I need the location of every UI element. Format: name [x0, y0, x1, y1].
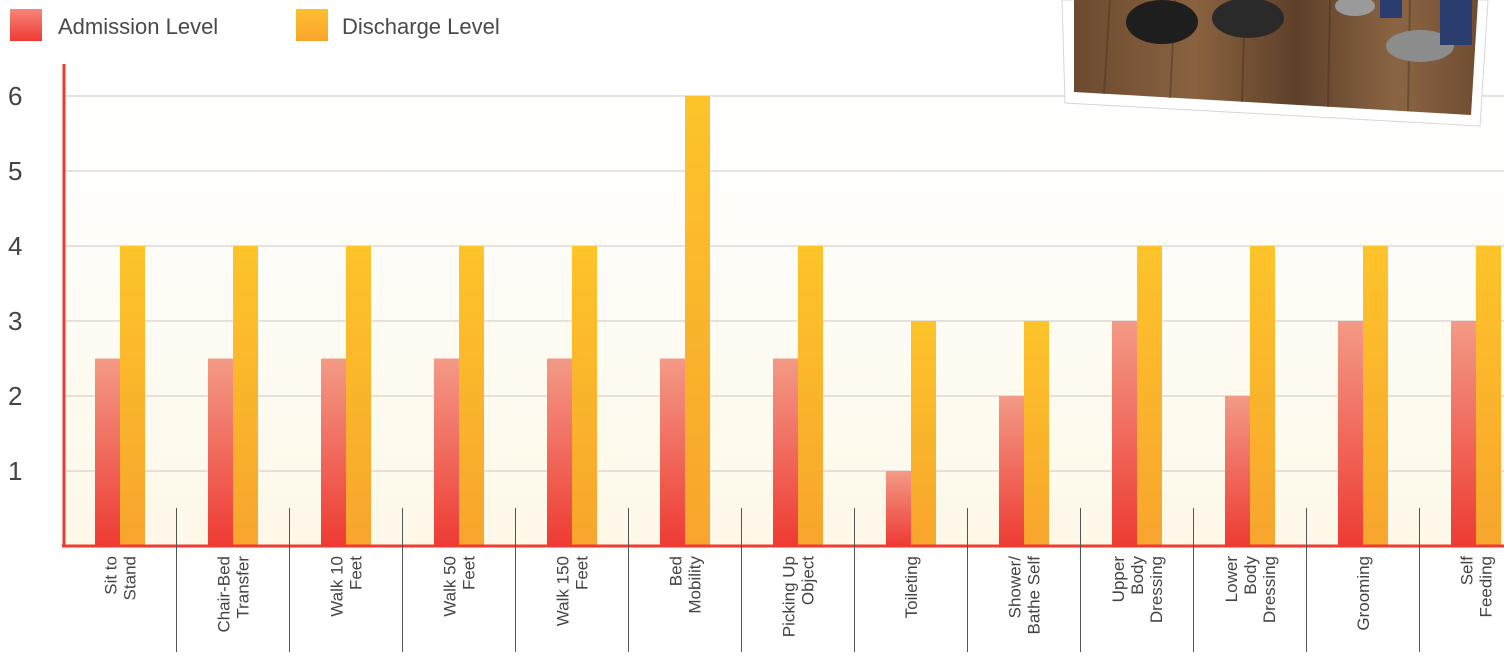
- bar-admission-6: [660, 358, 685, 546]
- category-label-2: Chair-Bed Transfer: [215, 556, 253, 633]
- bar-admission-8: [886, 471, 911, 546]
- y-tick-label-3: 3: [8, 306, 22, 336]
- category-label-2-line-2: Transfer: [234, 556, 253, 619]
- legend: Admission Level Discharge Level: [10, 9, 500, 41]
- category-label-1-line-1: Sit to: [102, 556, 121, 595]
- category-label-13-line-1: Self: [1458, 556, 1477, 586]
- bar-discharge-1: [120, 246, 145, 546]
- y-tick-label-1: 1: [8, 456, 22, 486]
- y-tick-label-5: 5: [8, 156, 22, 186]
- category-label-12-line-1: Grooming: [1354, 556, 1373, 631]
- bar-admission-5: [547, 358, 572, 546]
- category-label-8-line-1: Toileting: [902, 556, 921, 618]
- category-label-3-line-1: Walk 10: [328, 556, 347, 617]
- category-label-11: Lower Body Dressing: [1222, 556, 1279, 624]
- bar-discharge-9: [1024, 321, 1049, 546]
- bar-discharge-6: [685, 96, 710, 546]
- category-label-9-line-2: Bathe Self: [1025, 556, 1044, 635]
- bar-discharge-10: [1137, 246, 1162, 546]
- category-label-6: Bed Mobility: [667, 556, 705, 614]
- bar-discharge-8: [911, 321, 936, 546]
- legend-label-discharge: Discharge Level: [342, 14, 500, 39]
- category-label-13-line-2: Feeding: [1477, 556, 1496, 617]
- category-label-10-line-1: Upper: [1109, 556, 1128, 603]
- legend-swatch-admission: [10, 9, 42, 41]
- bar-admission-3: [321, 358, 346, 546]
- category-label-12: Grooming: [1354, 556, 1373, 631]
- legend-label-admission: Admission Level: [58, 14, 218, 39]
- category-label-10: Upper Body Dressing: [1109, 556, 1166, 624]
- bar-admission-10: [1112, 321, 1137, 546]
- bar-discharge-13: [1476, 246, 1501, 546]
- category-label-6-line-1: Bed: [667, 556, 686, 586]
- bar-admission-11: [1225, 396, 1250, 546]
- legend-swatch-discharge: [296, 9, 328, 41]
- category-label-7-line-2: Object: [799, 556, 818, 605]
- y-tick-label-6: 6: [8, 81, 22, 111]
- bar-discharge-12: [1363, 246, 1388, 546]
- bar-discharge-5: [572, 246, 597, 546]
- bar-discharge-4: [459, 246, 484, 546]
- bar-discharge-11: [1250, 246, 1275, 546]
- bar-discharge-2: [233, 246, 258, 546]
- bar-admission-1: [95, 358, 120, 546]
- y-tick-labels: 1 2 3 4 5 6: [8, 81, 22, 486]
- category-label-10-line-3: Dressing: [1147, 556, 1166, 623]
- y-tick-label-4: 4: [8, 231, 22, 261]
- category-label-11-line-1: Lower: [1222, 556, 1241, 603]
- category-label-11-line-3: Dressing: [1260, 556, 1279, 623]
- category-labels: Sit to Stand Chair-Bed Transfer Walk 10 Feet W…: [102, 508, 1496, 652]
- bar-discharge-3: [346, 246, 371, 546]
- bars: [95, 96, 1501, 546]
- category-label-5-line-1: Walk 150: [554, 556, 573, 626]
- category-label-7: Picking Up Object: [780, 556, 818, 638]
- bar-admission-12: [1338, 321, 1363, 546]
- category-label-3-line-2: Feet: [347, 556, 366, 590]
- category-label-8: Toileting: [902, 556, 921, 618]
- bar-admission-9: [999, 396, 1024, 546]
- bar-admission-7: [773, 358, 798, 546]
- category-label-1-line-2: Stand: [121, 556, 140, 600]
- category-label-4-line-1: Walk 50: [441, 556, 460, 617]
- photo-feet-on-floor: [1061, 0, 1489, 127]
- category-label-2-line-1: Chair-Bed: [215, 556, 234, 633]
- category-label-3: Walk 10 Feet: [328, 556, 366, 617]
- category-label-7-line-1: Picking Up: [780, 556, 799, 637]
- category-label-6-line-2: Mobility: [686, 556, 705, 614]
- axes: [62, 64, 1504, 548]
- category-label-5-line-2: Feet: [573, 556, 592, 590]
- category-label-4: Walk 50 Feet: [441, 556, 479, 617]
- category-label-11-line-2: Body: [1241, 556, 1260, 595]
- category-label-5: Walk 150 Feet: [554, 556, 592, 626]
- y-tick-label-2: 2: [8, 381, 22, 411]
- category-label-9-line-1: Shower/: [1006, 556, 1025, 619]
- category-label-10-line-2: Body: [1128, 556, 1147, 595]
- bar-admission-4: [434, 358, 459, 546]
- category-label-9: Shower/Bathe Self: [1006, 556, 1044, 635]
- bar-discharge-7: [798, 246, 823, 546]
- category-label-4-line-2: Feet: [460, 556, 479, 590]
- category-label-1: Sit to Stand: [102, 556, 140, 600]
- bar-admission-2: [208, 358, 233, 546]
- category-label-13: Self Feeding: [1458, 556, 1496, 618]
- bar-admission-13: [1451, 321, 1476, 546]
